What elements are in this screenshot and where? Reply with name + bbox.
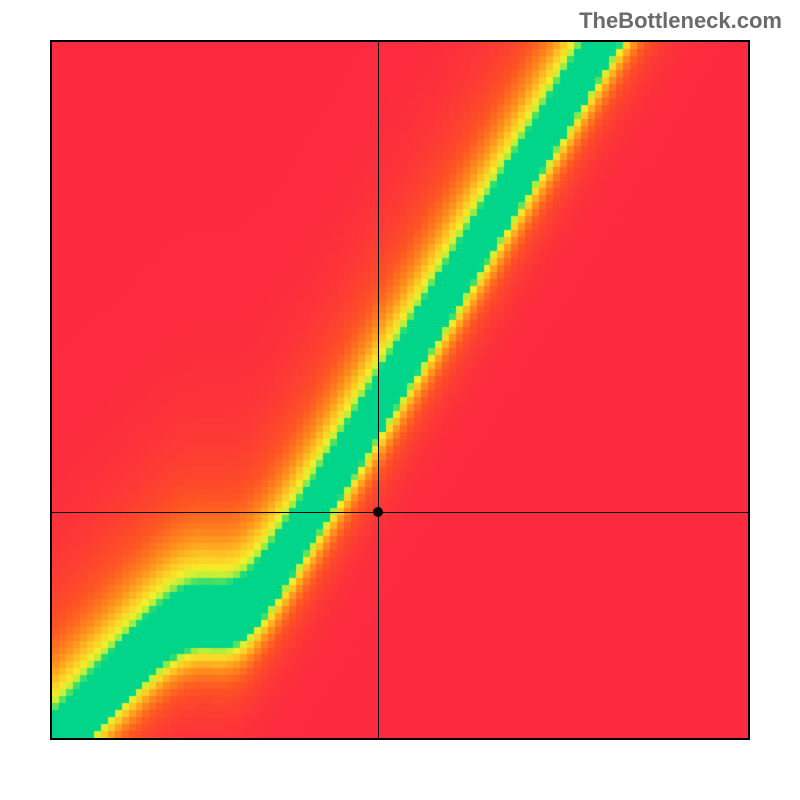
figure-root: TheBottleneck.com: [0, 0, 800, 800]
heatmap-canvas: [52, 42, 748, 738]
watermark-text: TheBottleneck.com: [579, 8, 782, 34]
heatmap-plot: [50, 40, 750, 740]
